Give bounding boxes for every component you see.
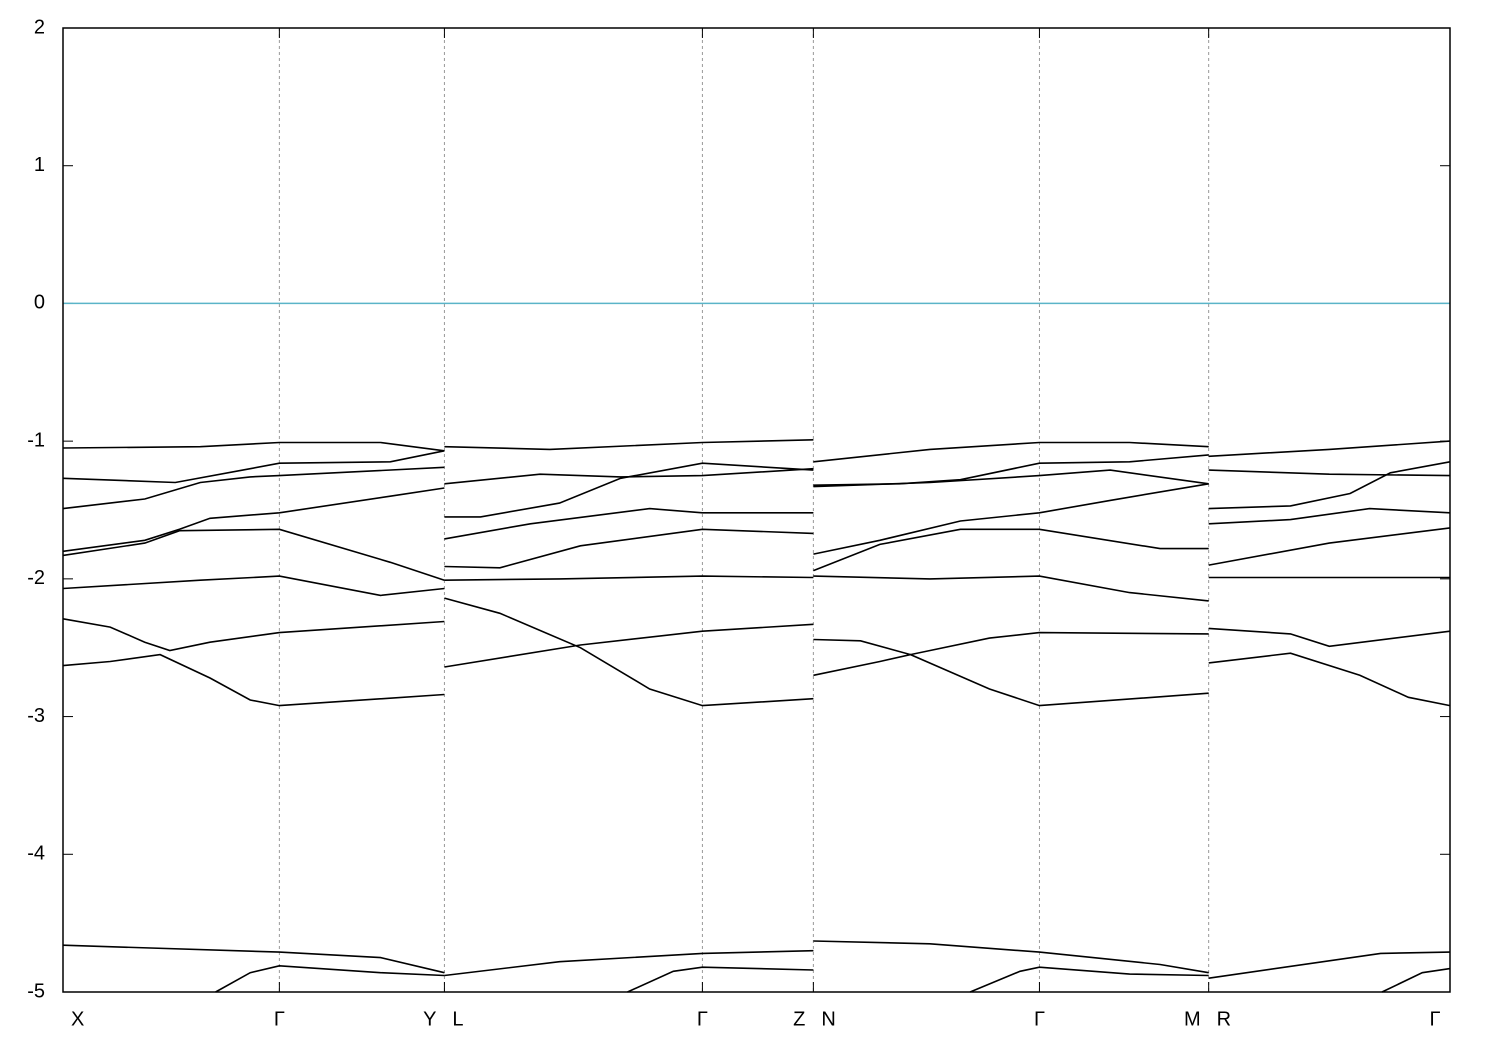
band-line [813,441,1209,463]
band-line [444,575,814,581]
band-line [444,507,814,540]
y-tick-label: -4 [27,843,45,865]
y-tick-label: -5 [27,980,45,1002]
y-tick-label: 0 [34,292,45,314]
x-tick-label: Γ [697,1008,708,1030]
band-line [444,597,814,707]
band-line [62,466,445,510]
x-tick-label: N [821,1008,835,1030]
band-line [813,631,1209,656]
x-tick-label: Γ [274,1008,285,1030]
x-tick-label: Γ [1429,1008,1440,1030]
x-tick-label: Z [793,1008,805,1030]
band-line [444,467,814,485]
x-tick-label: M [1184,1008,1201,1030]
band-line [62,487,445,553]
y-tick-label: -2 [27,567,45,589]
band-line [62,653,445,707]
x-tick-label: L [452,1008,463,1030]
band-line [813,483,1209,555]
y-tick-label: -1 [27,429,45,451]
band-line [1208,527,1451,566]
band-line [215,964,445,993]
band-line [969,966,1209,993]
band-line [62,944,445,974]
x-tick-label: R [1217,1008,1231,1030]
band-line [1208,461,1451,510]
band-line [444,528,814,569]
band-line [1208,507,1451,525]
band-line [62,618,445,652]
band-line [813,528,1209,572]
band-line [813,454,1209,486]
band-line [62,575,445,597]
band-line [444,623,814,668]
y-tick-label: -3 [27,705,45,727]
band-line [62,528,445,581]
band-line [1208,951,1451,979]
x-tick-label: Y [423,1008,436,1030]
band-line [1208,652,1451,707]
band-line [1208,627,1451,648]
band-line [627,966,814,993]
x-tick-label: X [71,1008,84,1030]
band-line [813,940,1209,974]
band-line [444,439,814,451]
band-line [444,462,814,518]
band-line [1381,967,1451,993]
band-line [813,653,1209,707]
band-line [1208,440,1451,458]
band-line [444,949,814,977]
band-line [813,575,1209,602]
band-line [1208,469,1451,477]
y-tick-label: 1 [34,154,45,176]
band-line [62,450,445,484]
band-line [813,469,1209,488]
y-tick-label: 2 [34,16,45,38]
x-tick-label: Γ [1034,1008,1045,1030]
plot-frame [62,27,1451,993]
band-line [62,441,445,452]
